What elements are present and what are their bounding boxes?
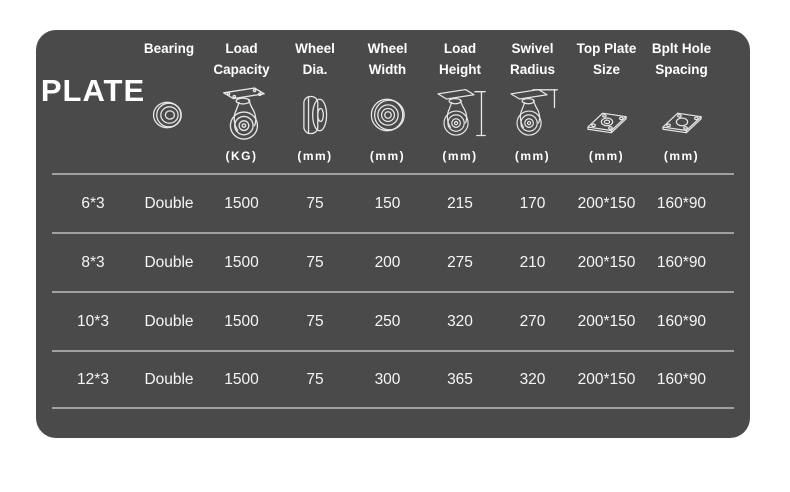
cell-wheel-dia: 75	[306, 312, 324, 330]
top-plate-icon	[569, 81, 644, 149]
table-row: 8*3 Double 1500 75 200 275 210 200*150 1…	[52, 232, 734, 291]
cell-bearing: Double	[144, 370, 194, 388]
cell-wheel-dia: 75	[306, 253, 324, 271]
column-label: Swivel Radius	[509, 41, 555, 77]
cell-load-capacity: 1500	[224, 253, 259, 271]
column-header-top-plate: Top Plate Size (mm)	[569, 30, 644, 173]
cell-bplt-hole-spacing: 160*90	[656, 370, 707, 388]
cell-wheel-width: 250	[374, 312, 401, 330]
cell-swivel-radius: 170	[519, 194, 546, 212]
swivel-radius-icon	[496, 81, 569, 149]
cell-load-capacity: 1500	[224, 312, 259, 330]
column-label: Bplt Hole Spacing	[651, 41, 712, 77]
wheel-side-icon	[279, 81, 351, 149]
cell-load-height: 215	[447, 194, 473, 212]
column-header-load-capacity: Load Capacity (KG)	[204, 30, 279, 173]
column-header-bolt-hole: Bplt Hole Spacing (mm)	[644, 30, 719, 173]
cell-load-height: 320	[447, 312, 473, 330]
page-title: PLATE	[40, 72, 146, 108]
cell-swivel-radius: 270	[519, 312, 546, 330]
column-header-swivel-radius: Swivel Radius	[496, 30, 569, 173]
cell-swivel-radius: 210	[519, 253, 546, 271]
column-label: Load Capacity	[213, 41, 270, 77]
title-cell: PLATE	[41, 30, 144, 173]
row-size: 8*3	[81, 253, 105, 271]
row-size: 6*3	[81, 194, 105, 212]
column-label: Wheel Width	[367, 41, 408, 77]
load-height-icon	[424, 81, 496, 149]
spec-card: PLATE Bearing Load Capacity	[36, 30, 750, 438]
cell-bearing: Double	[144, 194, 194, 212]
column-header-load-height: Load Height	[424, 30, 496, 173]
cell-wheel-dia: 75	[306, 370, 324, 388]
cell-wheel-dia: 75	[306, 194, 324, 212]
table-row: 6*3 Double 1500 75 150 215 170 200*150 1…	[52, 173, 734, 232]
cell-wheel-width: 300	[374, 370, 401, 388]
row-size: 10*3	[77, 312, 109, 330]
table-row: 12*3 Double 1500 75 300 365 320 200*150 …	[52, 350, 734, 409]
column-unit: (mm)	[297, 149, 333, 163]
column-label: Top Plate Size	[576, 41, 637, 77]
cell-bplt-hole-spacing: 160*90	[656, 253, 707, 271]
cell-wheel-width: 200	[374, 253, 401, 271]
column-unit: (mm)	[663, 149, 700, 163]
cell-top-plate-size: 200*150	[577, 253, 636, 271]
column-unit: (KG)	[225, 149, 258, 163]
bolt-hole-plate-icon	[644, 81, 719, 149]
column-label: Load Height	[439, 41, 481, 77]
cell-top-plate-size: 200*150	[577, 312, 636, 330]
cell-wheel-width: 150	[374, 194, 401, 212]
cell-load-capacity: 1500	[224, 370, 259, 388]
cell-top-plate-size: 200*150	[577, 370, 636, 388]
table-row: 10*3 Double 1500 75 250 320 270 200*150 …	[52, 291, 734, 350]
cell-top-plate-size: 200*150	[577, 194, 636, 212]
swivel-caster-icon	[204, 81, 279, 149]
column-unit: (mm)	[514, 149, 551, 163]
bearing-icon	[134, 81, 204, 149]
cell-bplt-hole-spacing: 160*90	[656, 312, 707, 330]
cell-load-capacity: 1500	[224, 194, 259, 212]
column-header-wheel-width: Wheel Width (mm)	[351, 30, 424, 173]
cell-bplt-hole-spacing: 160*90	[656, 194, 707, 212]
column-header-bearing: Bearing	[134, 30, 204, 173]
cell-load-height: 365	[447, 370, 473, 388]
wheel-front-icon	[351, 81, 424, 149]
row-size: 12*3	[77, 370, 109, 388]
column-unit: (mm)	[369, 149, 406, 163]
column-unit: (mm)	[588, 149, 625, 163]
cell-bearing: Double	[144, 312, 194, 330]
column-label: Wheel Dia.	[295, 41, 335, 77]
cell-bearing: Double	[144, 253, 194, 271]
column-unit: (mm)	[442, 149, 478, 163]
cell-swivel-radius: 320	[519, 370, 546, 388]
column-header-wheel-dia: Wheel Dia. (mm)	[279, 30, 351, 173]
column-label: Bearing	[143, 41, 195, 56]
table-header: PLATE Bearing Load Capacity	[41, 30, 734, 173]
cell-load-height: 275	[447, 253, 473, 271]
